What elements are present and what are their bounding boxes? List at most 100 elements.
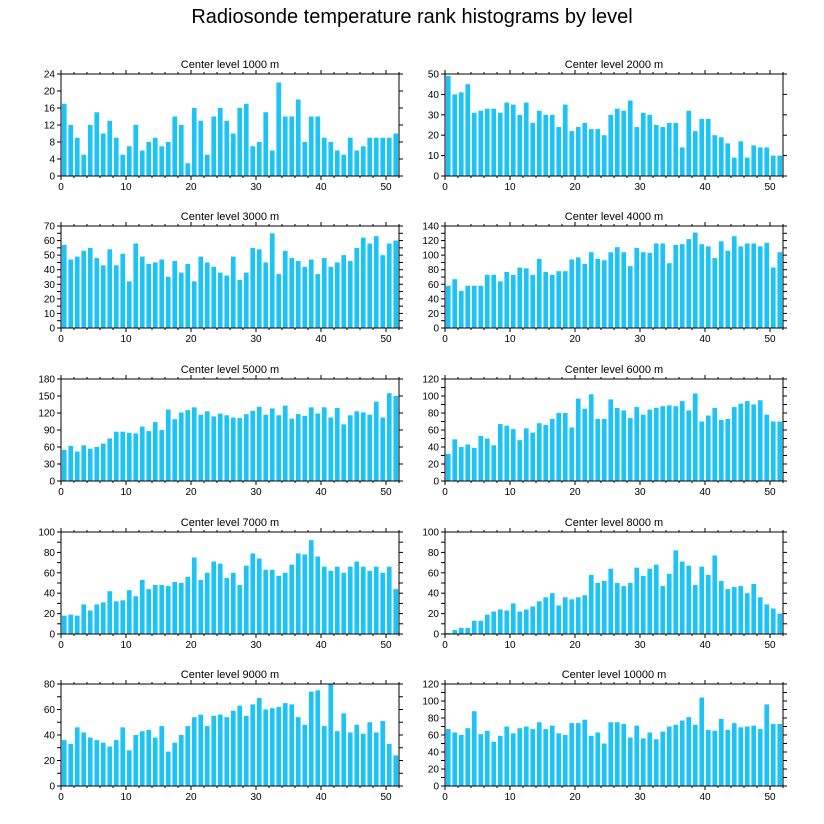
histogram-bar bbox=[276, 82, 282, 176]
histogram-bar bbox=[68, 614, 74, 634]
histogram-bar bbox=[744, 401, 750, 481]
histogram-bar bbox=[386, 137, 392, 176]
histogram-bar bbox=[380, 417, 386, 481]
histogram-bar bbox=[679, 147, 685, 176]
x-tick-label: 0 bbox=[58, 182, 64, 193]
histogram-bar bbox=[634, 247, 640, 328]
x-tick-label: 20 bbox=[185, 792, 197, 803]
histogram-bar bbox=[738, 246, 744, 328]
histogram-bar bbox=[686, 110, 692, 176]
histogram-bar bbox=[354, 724, 360, 786]
y-tick-label: 20 bbox=[44, 87, 56, 98]
y-tick-label: 30 bbox=[44, 280, 56, 291]
histogram-bar bbox=[133, 735, 139, 786]
histogram-bar bbox=[295, 99, 301, 176]
histogram-bar bbox=[705, 415, 711, 481]
histogram-bar bbox=[510, 104, 516, 176]
histogram-bar bbox=[770, 155, 776, 176]
histogram-bar bbox=[452, 439, 458, 481]
histogram-bar bbox=[634, 127, 640, 176]
histogram-bar bbox=[510, 429, 516, 481]
histogram-bar bbox=[126, 432, 132, 481]
histogram-bar bbox=[185, 726, 191, 786]
histogram-bar bbox=[178, 735, 184, 786]
histogram-bar bbox=[185, 163, 191, 176]
histogram-bar bbox=[113, 137, 119, 176]
histogram-bar bbox=[74, 256, 80, 328]
y-tick-label: 120 bbox=[38, 409, 55, 420]
histogram-bar bbox=[471, 711, 477, 786]
histogram-bar bbox=[588, 252, 594, 328]
histogram-bar bbox=[94, 447, 100, 481]
histogram-bar bbox=[341, 713, 347, 786]
histogram-bar bbox=[282, 572, 288, 634]
histogram-bar bbox=[165, 586, 171, 634]
histogram-bar bbox=[575, 257, 581, 328]
histogram-bar bbox=[757, 729, 763, 786]
y-tick-label: 100 bbox=[422, 392, 439, 403]
histogram-bar bbox=[321, 407, 327, 481]
chart-panel-4: Center level 4000 m 0 20 40 60 80 100 120 140 0 10… bbox=[422, 211, 787, 345]
histogram-bar bbox=[575, 127, 581, 176]
x-tick-label: 10 bbox=[504, 487, 516, 498]
histogram-bar bbox=[731, 587, 737, 634]
histogram-bar bbox=[452, 94, 458, 176]
histogram-bar bbox=[269, 569, 275, 634]
histogram-bar bbox=[341, 572, 347, 634]
histogram-bar bbox=[647, 568, 653, 634]
histogram-bar bbox=[660, 731, 666, 786]
x-tick-label: 0 bbox=[442, 792, 448, 803]
histogram-bar bbox=[282, 703, 288, 786]
histogram-bar bbox=[692, 724, 698, 786]
histogram-bar bbox=[243, 272, 249, 328]
histogram-bar bbox=[276, 415, 282, 481]
y-tick-label: 20 bbox=[44, 756, 56, 767]
histogram-bar bbox=[204, 411, 210, 481]
histogram-bar bbox=[458, 447, 464, 481]
histogram-bar bbox=[373, 236, 379, 328]
histogram-bar bbox=[543, 424, 549, 481]
histogram-bar bbox=[627, 418, 633, 481]
histogram-bar bbox=[302, 554, 308, 634]
histogram-bar bbox=[360, 566, 366, 634]
histogram-bar bbox=[595, 418, 601, 481]
x-tick-label: 50 bbox=[380, 792, 392, 803]
histogram-bar bbox=[120, 253, 126, 328]
histogram-bar bbox=[178, 412, 184, 481]
histogram-bar bbox=[549, 593, 555, 634]
histogram-bar bbox=[81, 250, 87, 328]
histogram-bar bbox=[595, 732, 601, 786]
histogram-bar bbox=[692, 232, 698, 328]
histogram-bar bbox=[139, 731, 145, 786]
histogram-bar bbox=[705, 574, 711, 634]
histogram-bar bbox=[152, 422, 158, 481]
histogram-bar bbox=[126, 281, 132, 328]
histogram-bar bbox=[523, 268, 529, 328]
histogram-bar bbox=[491, 741, 497, 786]
histogram-bar bbox=[595, 583, 601, 634]
y-tick-label: 60 bbox=[44, 443, 56, 454]
histogram-bar bbox=[640, 575, 646, 634]
histogram-bar bbox=[692, 585, 698, 634]
histogram-bar bbox=[133, 596, 139, 634]
histogram-bar bbox=[497, 112, 503, 176]
histogram-bar bbox=[517, 728, 523, 786]
histogram-bar bbox=[230, 572, 236, 634]
histogram-bar bbox=[269, 408, 275, 481]
y-tick-label: 10 bbox=[44, 309, 56, 320]
x-tick-label: 0 bbox=[58, 640, 64, 651]
histogram-bar bbox=[751, 404, 757, 481]
histogram-bar bbox=[204, 726, 210, 786]
x-tick-label: 0 bbox=[442, 334, 448, 345]
x-tick-label: 10 bbox=[120, 487, 132, 498]
histogram-bar bbox=[276, 706, 282, 786]
histogram-bar bbox=[347, 415, 353, 481]
histogram-bar bbox=[68, 445, 74, 481]
histogram-bar bbox=[653, 407, 659, 481]
panel-title: Center level 4000 m bbox=[565, 211, 663, 223]
histogram-bar bbox=[347, 137, 353, 176]
histogram-bar bbox=[341, 154, 347, 176]
histogram-bar bbox=[497, 609, 503, 634]
histogram-bar bbox=[321, 258, 327, 328]
histogram-bar bbox=[627, 737, 633, 786]
